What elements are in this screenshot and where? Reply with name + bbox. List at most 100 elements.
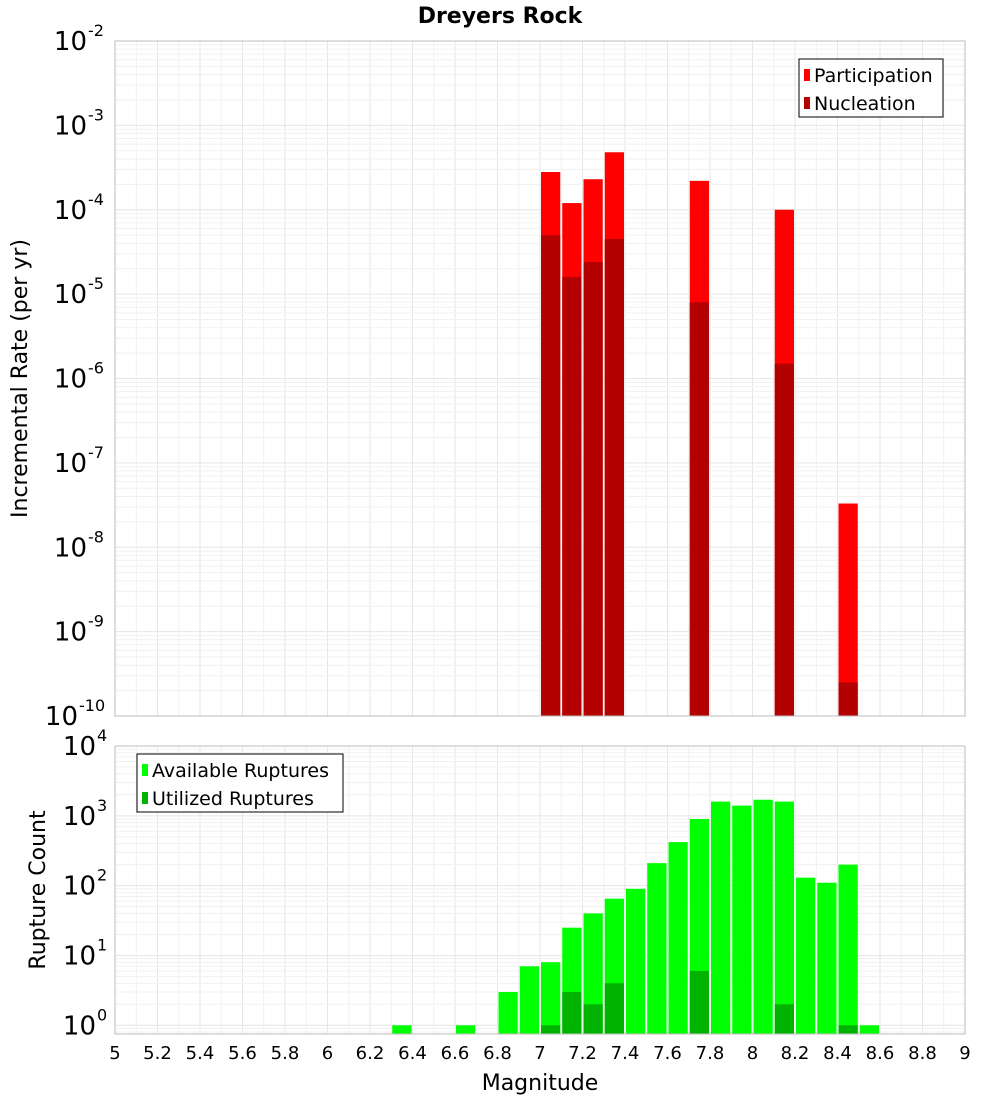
x-tick-label: 8.6 xyxy=(866,1043,895,1064)
bar-utilized-ruptures xyxy=(541,1025,561,1034)
x-tick-label: 6.4 xyxy=(398,1043,427,1064)
y-tick-exponent: -8 xyxy=(88,527,104,546)
bar-available-ruptures xyxy=(753,799,773,1034)
bar-utilized-ruptures xyxy=(774,1004,794,1034)
y-tick-base: 10 xyxy=(63,802,96,832)
y-tick-base: 10 xyxy=(54,618,87,648)
bar-utilized-ruptures xyxy=(838,1025,858,1034)
y-tick-exponent: 0 xyxy=(97,1005,107,1024)
legend: Participation Nucleation xyxy=(798,58,944,118)
y-axis-label: Incremental Rate (per yr) xyxy=(8,239,33,518)
y-tick-exponent: -7 xyxy=(88,443,104,462)
bar-available-ruptures xyxy=(498,991,518,1034)
bar-available-ruptures xyxy=(583,913,603,1034)
bar-utilized-ruptures xyxy=(583,1004,603,1034)
y-tick-base: 10 xyxy=(63,732,96,762)
y-tick-label: 10 -10 xyxy=(45,696,105,732)
bar-available-ruptures xyxy=(647,863,667,1034)
chart-title: Dreyers Rock xyxy=(418,4,584,29)
bar-available-ruptures xyxy=(838,864,858,1034)
y-tick-exponent: 4 xyxy=(97,726,107,745)
bar-available-ruptures xyxy=(626,888,646,1034)
x-tick-label: 5.8 xyxy=(271,1043,300,1064)
x-tick-label: 8 xyxy=(747,1043,758,1064)
y-tick-base: 10 xyxy=(63,941,96,971)
x-tick-label: 5.4 xyxy=(186,1043,215,1064)
x-tick-label: 8.8 xyxy=(908,1043,937,1064)
y-tick-label: 10 1 xyxy=(63,935,107,971)
legend-swatch xyxy=(804,97,810,109)
y-tick-exponent: -6 xyxy=(88,359,104,378)
y-tick-exponent: -4 xyxy=(88,190,104,209)
y-tick-base: 10 xyxy=(54,365,87,395)
legend-swatch xyxy=(142,764,148,776)
y-tick-exponent: -9 xyxy=(88,612,104,631)
bar-available-ruptures xyxy=(456,1025,476,1034)
bar-nucleation xyxy=(541,235,561,716)
bar-available-ruptures xyxy=(541,962,561,1034)
legend-box xyxy=(136,753,344,813)
legend-label: Available Ruptures xyxy=(152,760,329,782)
legend: Available Ruptures Utilized Ruptures xyxy=(136,753,344,813)
x-tick-label: 7.8 xyxy=(696,1043,725,1064)
y-tick-base: 10 xyxy=(54,27,87,57)
bar-utilized-ruptures xyxy=(604,983,624,1034)
legend-box xyxy=(798,58,944,118)
bar-available-ruptures xyxy=(796,877,816,1034)
bar-available-ruptures xyxy=(668,842,688,1034)
plot-frame xyxy=(114,745,966,1035)
y-tick-exponent: -5 xyxy=(88,274,104,293)
y-tick-base: 10 xyxy=(63,872,96,902)
x-tick-label: 6.8 xyxy=(483,1043,512,1064)
y-tick-label: 10 2 xyxy=(63,866,107,902)
bar-available-ruptures xyxy=(519,966,539,1034)
bar-available-ruptures xyxy=(392,1025,412,1034)
x-tick-label: 8.2 xyxy=(781,1043,810,1064)
bar-available-ruptures xyxy=(711,801,731,1034)
x-tick-label: 7.4 xyxy=(611,1043,640,1064)
y-tick-label: 10 4 xyxy=(63,726,107,762)
bar-nucleation xyxy=(838,682,858,716)
bar-nucleation xyxy=(604,239,624,716)
y-tick-base: 10 xyxy=(63,1011,96,1041)
x-tick-label: 7 xyxy=(534,1043,545,1064)
bar-nucleation xyxy=(689,302,709,716)
bar-utilized-ruptures xyxy=(689,970,709,1034)
legend-label: Nucleation xyxy=(814,93,916,115)
x-tick-label: 5 xyxy=(109,1043,120,1064)
y-tick-label: 10 3 xyxy=(63,796,107,832)
legend-swatch xyxy=(142,792,148,804)
x-tick-label: 7.2 xyxy=(568,1043,597,1064)
y-tick-label: 10 0 xyxy=(63,1005,107,1041)
y-tick-base: 10 xyxy=(54,111,87,141)
y-tick-base: 10 xyxy=(54,196,87,226)
x-tick-label: 5.6 xyxy=(228,1043,257,1064)
x-tick-label: 6.2 xyxy=(356,1043,385,1064)
y-tick-label: 10 -8 xyxy=(54,527,104,563)
y-tick-base: 10 xyxy=(54,449,87,479)
y-tick-exponent: -3 xyxy=(88,105,104,124)
y-tick-exponent: -10 xyxy=(79,696,105,715)
y-tick-exponent: 2 xyxy=(97,866,107,885)
y-tick-label: 10 -3 xyxy=(54,105,104,141)
y-tick-base: 10 xyxy=(45,702,78,732)
bar-nucleation xyxy=(774,363,794,716)
y-tick-exponent: 3 xyxy=(97,796,107,815)
bar-nucleation xyxy=(583,262,603,716)
x-axis-label: Magnitude xyxy=(482,1071,599,1096)
legend-label: Participation xyxy=(814,65,933,87)
legend-label: Utilized Ruptures xyxy=(152,788,314,810)
y-tick-label: 10 -4 xyxy=(54,190,104,226)
bar-available-ruptures xyxy=(859,1025,879,1034)
x-tick-label: 9 xyxy=(959,1043,970,1064)
y-axis-label: Rupture Count xyxy=(26,810,51,970)
x-tick-label: 7.6 xyxy=(653,1043,682,1064)
y-tick-exponent: 1 xyxy=(97,935,107,954)
x-tick-label: 8.4 xyxy=(823,1043,852,1064)
y-tick-exponent: -2 xyxy=(88,21,104,40)
y-tick-label: 10 -9 xyxy=(54,612,104,648)
y-tick-label: 10 -5 xyxy=(54,274,104,310)
y-tick-base: 10 xyxy=(54,280,87,310)
